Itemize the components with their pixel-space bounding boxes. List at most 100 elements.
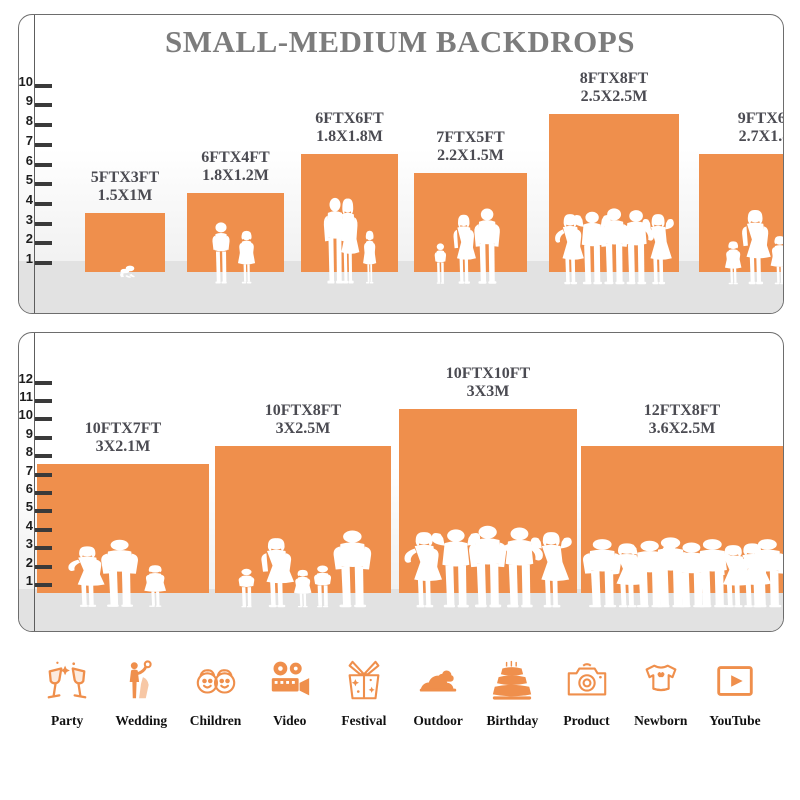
usage-icon-item[interactable]: Festival xyxy=(327,658,401,729)
y-axis-tick-label: 2 xyxy=(25,554,33,570)
y-axis-tick: 8 xyxy=(26,445,52,459)
bar-size-meters: 2.2X1.5M xyxy=(437,147,504,165)
wedding-couple-icon xyxy=(118,658,164,704)
y-axis-tick: 3 xyxy=(26,213,52,226)
y-axis-tick: 3 xyxy=(26,537,52,551)
bar-size-feet: 12FTX8FT xyxy=(643,401,721,419)
usage-icon-label: Video xyxy=(273,713,307,728)
y-axis-tick-label: 1 xyxy=(25,573,33,588)
usage-icon-label: Birthday xyxy=(486,713,539,728)
y-axis-tick-label: 4 xyxy=(25,191,33,207)
y-axis-tick-label: 8 xyxy=(25,444,33,460)
cloud-hill-icon xyxy=(415,658,461,704)
backdrop-size-bar xyxy=(581,445,783,594)
y-axis-tick-label: 6 xyxy=(25,481,33,496)
bar-size-feet: 6FTX4FT xyxy=(201,149,270,167)
page-title: SMALL-MEDIUM BACKDROPS xyxy=(165,24,635,59)
usage-icon-item[interactable]: Newborn xyxy=(624,658,698,729)
bar-size-label: 6FTX6FT 1.8X1.8M xyxy=(260,110,440,146)
bar-size-feet: 6FTX6FT xyxy=(315,109,384,127)
bar-size-label: 9FTX6FT2.7X1.8M xyxy=(682,109,784,146)
y-axis-tick-label: 5 xyxy=(25,499,33,515)
two-kids-faces-icon xyxy=(193,658,239,704)
y-axis-tick-label: 6 xyxy=(25,152,33,168)
y-axis-top xyxy=(34,15,35,313)
baby-onesie-icon xyxy=(638,658,684,704)
y-axis-tick: 1 xyxy=(26,574,52,587)
usage-icon-strip: Party Wedding Children xyxy=(18,658,784,758)
champagne-glasses-icon xyxy=(44,658,90,704)
usage-icon-label: Product xyxy=(563,713,610,728)
bar-size-feet: 10FTX7FT xyxy=(84,420,162,438)
y-axis-tick-label: 12 xyxy=(18,370,33,386)
y-axis-tick-label: 1 xyxy=(25,251,33,266)
y-axis-tick-label: 10 xyxy=(18,73,33,89)
bar-size-label: 10FTX7FT 3X2.1M xyxy=(33,420,213,456)
y-axis-tick: 5 xyxy=(26,173,52,187)
bar-size-label: 7FTX5FT 2.2X1.5M xyxy=(381,129,561,165)
y-axis-tick-label: 9 xyxy=(25,93,33,109)
y-axis-tick: 7 xyxy=(26,134,52,147)
bar-size-meters: 1.8X1.8M xyxy=(316,127,383,145)
bar-size-feet: 10FTX8FT xyxy=(264,401,342,419)
birthday-cake-icon xyxy=(489,658,535,704)
y-axis-tick-label: 11 xyxy=(19,389,33,404)
usage-icon-item[interactable]: Party xyxy=(30,658,104,729)
bar-size-label: 5FTX3FT 1.5X1M xyxy=(35,169,215,205)
bar-size-meters: 1.5X1M xyxy=(97,186,153,204)
usage-icon-label: Children xyxy=(189,713,242,728)
y-axis-tick: 12 xyxy=(19,372,52,385)
bar-size-feet: 10FTX10FT xyxy=(445,365,531,383)
usage-icon-item[interactable]: Outdoor xyxy=(401,658,475,729)
y-axis-tick-label: 9 xyxy=(25,425,33,441)
bar-size-feet: 5FTX3FT xyxy=(90,168,160,186)
y-axis-tick: 10 xyxy=(19,75,52,88)
movie-camera-icon xyxy=(267,658,313,704)
usage-icon-item[interactable]: Birthday xyxy=(475,658,549,729)
y-axis-tick-label: 3 xyxy=(25,211,33,227)
play-button-icon xyxy=(712,658,758,704)
bar-size-label: 8FTX8FT 2.5X2.5M xyxy=(524,70,704,106)
y-axis-tick: 8 xyxy=(26,114,52,128)
usage-icon-label: Wedding xyxy=(115,713,168,728)
y-axis-tick-label: 7 xyxy=(25,462,33,478)
y-axis-tick-label: 5 xyxy=(25,172,33,188)
bar-size-label: 6FTX4FT 1.8X1.2M xyxy=(146,149,326,185)
usage-icon-item[interactable]: YouTube xyxy=(698,658,772,729)
y-axis-tick: 6 xyxy=(26,154,52,167)
y-axis-tick-label: 3 xyxy=(25,536,33,552)
camera-icon xyxy=(564,658,610,704)
bar-size-meters: 2.7X1.8M xyxy=(738,127,783,145)
y-axis-tick: 2 xyxy=(26,232,52,246)
bar-size-meters: 3X2.5M xyxy=(275,419,331,437)
bar-size-label: 10FTX8FT 3X2.5M xyxy=(213,402,393,438)
bar-size-feet: 7FTX5FT xyxy=(436,129,505,147)
backdrop-size-bar xyxy=(37,464,209,594)
usage-icon-label: Festival xyxy=(341,713,387,728)
bar-size-feet: 9FTX6FT xyxy=(737,109,784,127)
bar-size-meters: 3.6X2.5M xyxy=(648,419,716,437)
y-axis-tick-label: 10 xyxy=(18,407,33,423)
y-axis-tick: 2 xyxy=(26,556,52,569)
y-axis-tick: 9 xyxy=(26,427,52,440)
usage-icon-item[interactable]: Children xyxy=(178,658,252,729)
y-axis-tick: 7 xyxy=(26,464,52,477)
backdrop-size-bar xyxy=(549,114,679,272)
backdrop-size-bar xyxy=(399,409,577,594)
y-axis-tick: 4 xyxy=(26,519,52,532)
usage-icon-label: Newborn xyxy=(634,713,688,728)
y-axis-tick: 9 xyxy=(26,94,52,108)
usage-icon-item[interactable]: Product xyxy=(549,658,623,729)
bar-size-feet: 8FTX8FT xyxy=(579,70,649,88)
y-axis-tick-label: 8 xyxy=(25,113,33,129)
usage-icon-item[interactable]: Wedding xyxy=(104,658,178,729)
bar-size-label: 12FTX8FT 3.6X2.5M xyxy=(592,402,772,438)
y-axis-bottom xyxy=(34,333,35,631)
y-axis-tick: 5 xyxy=(26,500,52,514)
backdrop-size-bar xyxy=(699,153,783,272)
y-axis-tick: 4 xyxy=(26,193,52,206)
usage-icon-item[interactable]: Video xyxy=(253,658,327,729)
backdrop-size-bar xyxy=(85,212,165,272)
backdrop-size-bar xyxy=(414,173,527,272)
